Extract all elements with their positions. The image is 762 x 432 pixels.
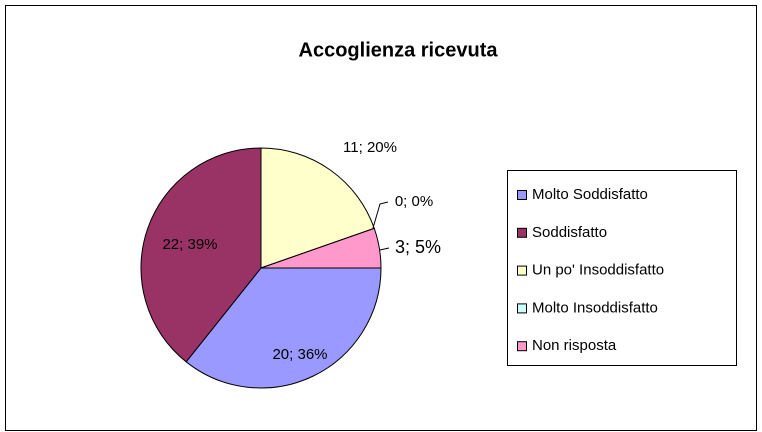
- legend-swatch: [517, 341, 527, 352]
- legend-label: Molto Soddisfatto: [532, 186, 648, 203]
- data-label: 3; 5%: [395, 237, 441, 257]
- legend-label: Non risposta: [532, 337, 617, 354]
- legend: [507, 170, 737, 366]
- legend-swatch: [517, 190, 527, 200]
- legend-swatch: [517, 265, 527, 276]
- legend-label: Soddisfatto: [532, 224, 607, 241]
- pie-slice: [185, 267, 382, 389]
- data-label: 20; 36%: [272, 346, 327, 363]
- pie-slice: [260, 227, 382, 269]
- leader-line: [372, 201, 389, 229]
- legend-swatch: [517, 227, 527, 238]
- leader-line: [379, 247, 390, 251]
- data-label: 0; 0%: [395, 193, 433, 210]
- pie-slice: [140, 147, 262, 363]
- chart-title: Accoglienza ricevuta: [299, 39, 499, 61]
- legend-swatch: [517, 303, 527, 314]
- data-label: 11; 20%: [343, 139, 397, 156]
- legend-label: Un po' Insoddisfatto: [532, 262, 664, 279]
- legend-label: Molto Insoddisfatto: [532, 299, 658, 316]
- data-label: 22; 39%: [162, 236, 217, 253]
